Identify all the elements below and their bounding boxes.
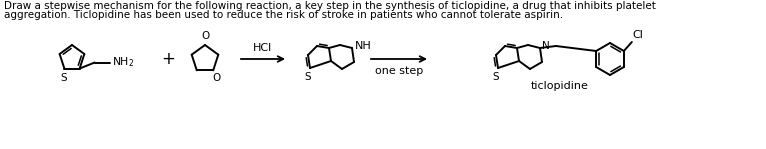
Text: S: S [493, 72, 499, 82]
Text: +: + [161, 50, 175, 68]
Text: NH: NH [355, 41, 372, 51]
Text: aggregation. Ticlopidine has been used to reduce the risk of stroke in patients : aggregation. Ticlopidine has been used t… [4, 10, 563, 20]
Text: one step: one step [375, 66, 423, 76]
Text: N: N [542, 41, 550, 51]
Text: ticlopidine: ticlopidine [531, 81, 589, 91]
Text: S: S [60, 73, 67, 83]
Text: NH$_2$: NH$_2$ [112, 55, 134, 69]
Text: O: O [212, 73, 221, 83]
Text: S: S [305, 72, 311, 82]
Text: Cl: Cl [633, 30, 643, 40]
Text: Draw a stepwise mechanism for the following reaction, a key step in the synthesi: Draw a stepwise mechanism for the follow… [4, 1, 656, 11]
Text: O: O [201, 31, 209, 41]
Text: HCl: HCl [254, 43, 273, 53]
